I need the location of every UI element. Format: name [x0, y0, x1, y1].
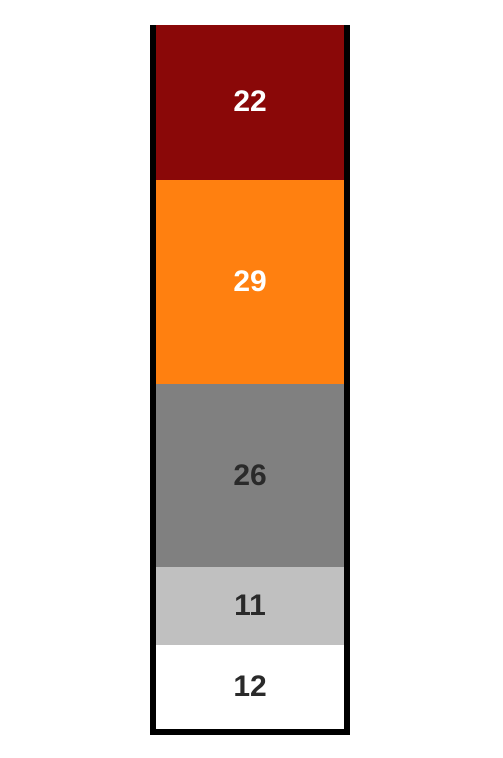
stacked-bar-chart: 22 29 26 11 12 [150, 25, 350, 735]
segment-2: 26 [156, 384, 344, 567]
segment-label-1: 29 [233, 265, 266, 299]
segment-label-0: 22 [233, 85, 266, 119]
segment-3: 11 [156, 567, 344, 644]
segment-label-2: 26 [233, 459, 266, 493]
segment-label-4: 12 [233, 670, 266, 704]
segment-1: 29 [156, 180, 344, 384]
segment-label-3: 11 [234, 589, 266, 623]
segment-4: 12 [156, 645, 344, 729]
segment-0: 22 [156, 25, 344, 180]
